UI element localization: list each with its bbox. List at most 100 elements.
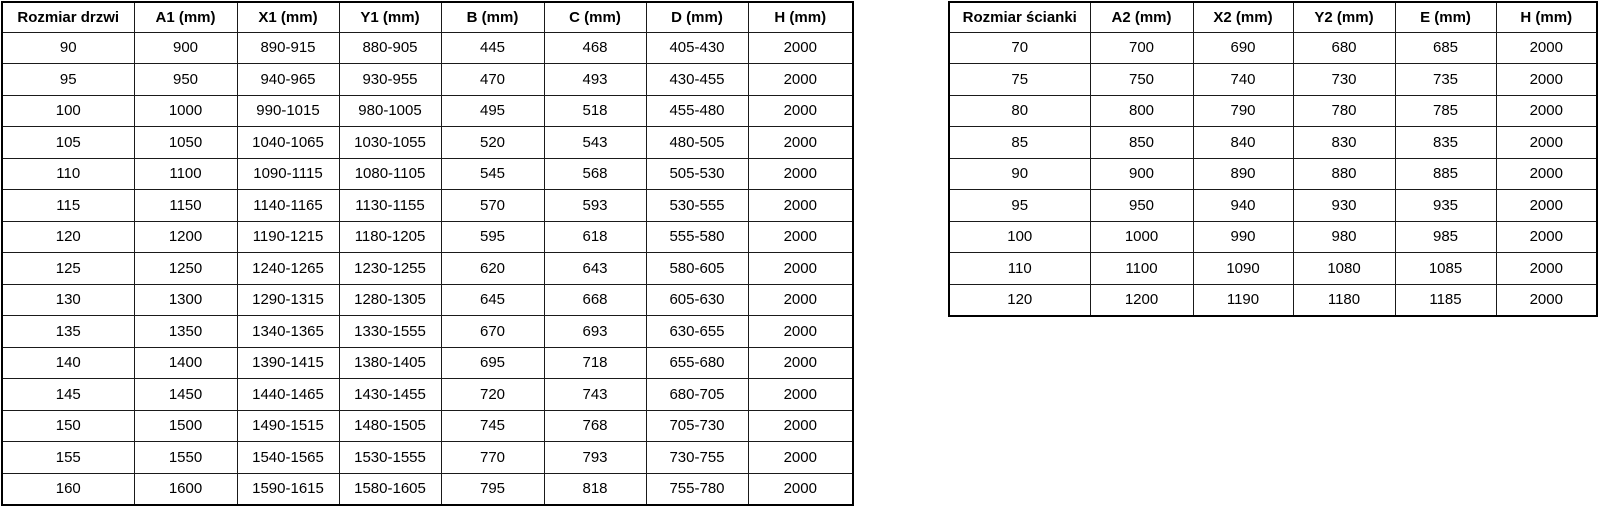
- data-cell: 795: [440, 472, 545, 505]
- data-cell: 405-430: [645, 31, 749, 64]
- data-cell: 1190-1215: [236, 220, 340, 253]
- table-row: 110 1100 1090-1115 1080-1105 545 568 505-530 20…: [1, 157, 854, 190]
- data-cell: 1380-1405: [338, 346, 442, 379]
- data-cell: 85: [948, 126, 1091, 159]
- data-cell: 90: [948, 157, 1091, 190]
- data-cell: 2000: [1495, 63, 1598, 96]
- data-cell: 1190: [1192, 283, 1294, 316]
- data-cell: 1200: [1089, 283, 1194, 316]
- data-cell: 430-455: [645, 63, 749, 96]
- data-cell: 75: [948, 63, 1091, 96]
- data-cell: 2000: [1495, 94, 1598, 127]
- data-cell: 780: [1292, 94, 1396, 127]
- data-cell: 750: [1089, 63, 1194, 96]
- data-cell: 835: [1394, 126, 1497, 159]
- table-row: 75 750 740 730 735 2000: [948, 63, 1598, 96]
- data-cell: 110: [948, 252, 1091, 285]
- data-cell: 755-780: [645, 472, 749, 505]
- table-row: 160 1600 1590-1615 1580-1605 795 818 755-780 20…: [1, 472, 854, 505]
- data-cell: 643: [543, 252, 647, 285]
- data-cell: 455-480: [645, 94, 749, 127]
- data-cell: 880-905: [338, 31, 442, 64]
- header-cell: Y1 (mm): [338, 1, 442, 33]
- header-cell: A1 (mm): [133, 1, 238, 33]
- data-cell: 1140-1165: [236, 189, 340, 222]
- data-cell: 685: [1394, 31, 1497, 64]
- data-cell: 1100: [133, 157, 238, 190]
- data-cell: 445: [440, 31, 545, 64]
- data-cell: 155: [1, 441, 135, 474]
- data-cell: 1290-1315: [236, 283, 340, 316]
- data-cell: 1240-1265: [236, 252, 340, 285]
- data-cell: 1550: [133, 441, 238, 474]
- data-cell: 1500: [133, 409, 238, 442]
- data-cell: 493: [543, 63, 647, 96]
- data-cell: 160: [1, 472, 135, 505]
- data-cell: 730-755: [645, 441, 749, 474]
- header-cell: E (mm): [1394, 1, 1497, 33]
- data-cell: 1030-1055: [338, 126, 442, 159]
- data-cell: 135: [1, 315, 135, 348]
- data-cell: 705-730: [645, 409, 749, 442]
- table-row: 95 950 940 930 935 2000: [948, 189, 1598, 222]
- table-row: 80 800 790 780 785 2000: [948, 94, 1598, 127]
- data-cell: 605-630: [645, 283, 749, 316]
- data-cell: 100: [948, 220, 1091, 253]
- data-cell: 800: [1089, 94, 1194, 127]
- data-cell: 2000: [747, 346, 854, 379]
- data-cell: 940: [1192, 189, 1294, 222]
- data-cell: 1180: [1292, 283, 1396, 316]
- data-cell: 935: [1394, 189, 1497, 222]
- table-row: 70 700 690 680 685 2000: [948, 31, 1598, 64]
- header-cell: B (mm): [440, 1, 545, 33]
- data-cell: 770: [440, 441, 545, 474]
- header-row: Rozmiar drzwi A1 (mm) X1 (mm) Y1 (mm) B (mm)…: [1, 1, 854, 33]
- data-cell: 480-505: [645, 126, 749, 159]
- data-cell: 840: [1192, 126, 1294, 159]
- data-cell: 900: [1089, 157, 1194, 190]
- data-cell: 768: [543, 409, 647, 442]
- data-cell: 990-1015: [236, 94, 340, 127]
- data-cell: 985: [1394, 220, 1497, 253]
- header-cell: D (mm): [645, 1, 749, 33]
- data-cell: 568: [543, 157, 647, 190]
- header-cell: X1 (mm): [236, 1, 340, 33]
- data-cell: 1090: [1192, 252, 1294, 285]
- data-cell: 1450: [133, 378, 238, 411]
- data-cell: 670: [440, 315, 545, 348]
- data-cell: 730: [1292, 63, 1396, 96]
- data-cell: 1000: [1089, 220, 1194, 253]
- table-row: 120 1200 1190 1180 1185 2000: [948, 283, 1598, 316]
- door-table-header: Rozmiar drzwi A1 (mm) X1 (mm) Y1 (mm) B (mm)…: [1, 1, 854, 33]
- data-cell: 518: [543, 94, 647, 127]
- data-cell: 1590-1615: [236, 472, 340, 505]
- data-cell: 1390-1415: [236, 346, 340, 379]
- data-cell: 150: [1, 409, 135, 442]
- header-cell: Y2 (mm): [1292, 1, 1396, 33]
- data-cell: 990: [1192, 220, 1294, 253]
- wall-table-header: Rozmiar ścianki A2 (mm) X2 (mm) Y2 (mm) E (m…: [948, 1, 1598, 33]
- data-cell: 530-555: [645, 189, 749, 222]
- data-cell: 890: [1192, 157, 1294, 190]
- data-cell: 90: [1, 31, 135, 64]
- data-cell: 1600: [133, 472, 238, 505]
- data-cell: 745: [440, 409, 545, 442]
- data-cell: 1540-1565: [236, 441, 340, 474]
- data-cell: 100: [1, 94, 135, 127]
- data-cell: 1185: [1394, 283, 1497, 316]
- table-row: 145 1450 1440-1465 1430-1455 720 743 680-705 20…: [1, 378, 854, 411]
- table-row: 110 1100 1090 1080 1085 2000: [948, 252, 1598, 285]
- data-cell: 520: [440, 126, 545, 159]
- data-cell: 70: [948, 31, 1091, 64]
- data-cell: 735: [1394, 63, 1497, 96]
- data-cell: 1580-1605: [338, 472, 442, 505]
- data-cell: 1080: [1292, 252, 1396, 285]
- data-cell: 570: [440, 189, 545, 222]
- data-cell: 1350: [133, 315, 238, 348]
- data-cell: 830: [1292, 126, 1396, 159]
- data-cell: 545: [440, 157, 545, 190]
- data-cell: 700: [1089, 31, 1194, 64]
- table-row: 100 1000 990 980 985 2000: [948, 220, 1598, 253]
- data-cell: 505-530: [645, 157, 749, 190]
